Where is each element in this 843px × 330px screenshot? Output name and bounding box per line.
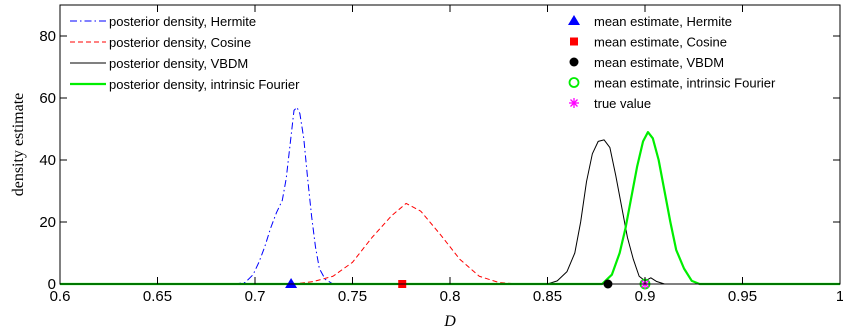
plot-area xyxy=(60,5,840,284)
legend-marker-entry-2: mean estimate, Cosine xyxy=(570,35,727,50)
marker-shape xyxy=(569,57,579,67)
y-axis-label: density estimate xyxy=(10,93,27,197)
legend-marker-symbol xyxy=(570,37,578,46)
x-tick-label: 0.9 xyxy=(635,288,656,305)
x-tick-label: 1 xyxy=(836,288,843,305)
legend-entry-1: posterior density, Hermite xyxy=(70,14,256,29)
series-line-2 xyxy=(60,202,840,285)
legend-marker-symbol xyxy=(568,77,580,88)
legend-entry-2: posterior density, Cosine xyxy=(70,35,251,50)
legend-marker-symbol xyxy=(568,15,580,25)
marker-shape xyxy=(570,37,578,46)
axes-layer: 0.6 0.65 0.7 0.75 0.8 0.85 0.9 0.95 1 0 20 40 60 80 xyxy=(39,4,843,305)
legend-marker-label: mean estimate, Cosine xyxy=(594,35,727,50)
x-tick-label: 0.65 xyxy=(143,288,172,305)
series-line-3 xyxy=(60,139,840,285)
y-tick-label: 80 xyxy=(39,28,56,45)
legend-marker-symbol xyxy=(569,98,579,108)
marker-shape xyxy=(285,278,298,288)
y-tick-label: 60 xyxy=(39,90,56,107)
legend-left: posterior density, Hermite posterior dens… xyxy=(70,14,300,92)
legend-marker-label: mean estimate, Hermite xyxy=(594,14,732,29)
x-axis-label: D xyxy=(443,313,456,330)
legend-label: posterior density, VBDM xyxy=(109,56,248,71)
legend-entry-4: posterior density, intrinsic Fourier xyxy=(70,77,300,92)
legend-marker-entry-3: mean estimate, VBDM xyxy=(569,55,724,70)
x-tick-label: 0.85 xyxy=(533,288,562,305)
x-tick-label: 0.6 xyxy=(50,288,71,305)
x-tick-label: 0.7 xyxy=(245,288,266,305)
x-tick-label: 0.8 xyxy=(440,288,461,305)
legend-label: posterior density, Hermite xyxy=(109,14,256,29)
series-line-1 xyxy=(60,106,840,285)
y-tick-label: 40 xyxy=(39,152,56,169)
legend-marker-symbol xyxy=(569,57,579,67)
legend-label: posterior density, Cosine xyxy=(109,35,251,50)
legend-right: mean estimate, Hermite mean estimate, Cos… xyxy=(568,14,776,111)
marker-stroke xyxy=(570,99,578,107)
legend-marker-entry-1: mean estimate, Hermite xyxy=(568,14,732,29)
y-tick-label: 0 xyxy=(48,276,56,293)
x-tick-label: 0.75 xyxy=(338,288,367,305)
y-tick-label: 20 xyxy=(39,214,56,231)
legend-label: posterior density, intrinsic Fourier xyxy=(109,77,300,92)
legend-entry-3: posterior density, VBDM xyxy=(70,56,248,71)
legend-marker-label: mean estimate, intrinsic Fourier xyxy=(594,76,776,91)
series-line-4 xyxy=(60,131,840,286)
plot-background xyxy=(60,5,840,284)
marker-shape xyxy=(568,77,580,88)
series-layer xyxy=(60,106,840,286)
legend-marker-label: mean estimate, VBDM xyxy=(594,55,724,70)
marker-1 xyxy=(285,278,298,288)
x-tick-label: 0.95 xyxy=(728,288,757,305)
legend-marker-label: true value xyxy=(594,96,651,111)
legend-marker-entry-5: true value xyxy=(569,96,651,111)
legend-marker-entry-4: mean estimate, intrinsic Fourier xyxy=(568,76,776,91)
marker-shape xyxy=(568,15,580,25)
